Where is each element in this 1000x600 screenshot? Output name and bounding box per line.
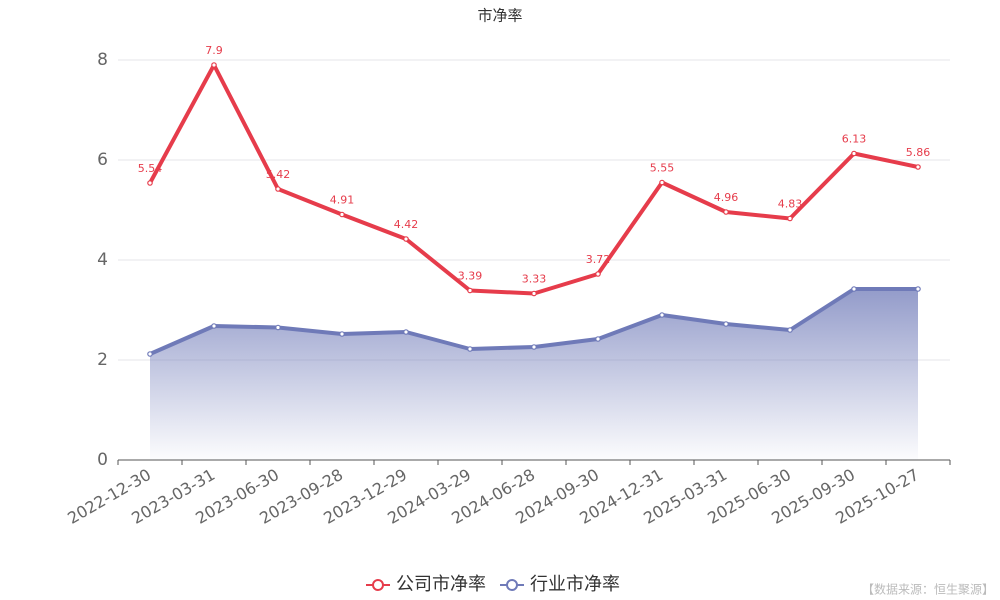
data-label: 4.96 [714,191,739,204]
data-point [851,286,857,292]
data-point [787,215,793,222]
data-label: 7.9 [205,44,223,57]
data-point [467,287,473,294]
data-point [275,186,281,192]
data-label: 4.42 [394,218,419,231]
data-point [595,336,601,342]
data-point [659,179,665,186]
y-tick-label: 8 [97,50,108,70]
data-label: 6.13 [842,133,867,146]
data-point [211,323,217,329]
legend-marker [506,579,518,591]
y-tick-label: 2 [97,350,108,370]
data-label: 3.33 [522,273,547,286]
data-point [211,62,217,68]
data-point [531,344,537,350]
data-point [595,271,601,277]
source-note: 【数据来源：恒生聚源】 [862,582,994,597]
data-point [275,324,281,331]
data-label: 4.91 [330,194,355,207]
data-point [659,312,665,318]
data-point [851,150,857,157]
data-point [787,327,793,333]
data-point [339,211,345,218]
data-point [531,290,537,297]
data-point [723,209,729,215]
data-point [915,164,921,170]
data-point [915,286,921,292]
data-label: 5.42 [266,168,291,181]
data-point [467,346,473,352]
data-label: 5.54 [138,162,163,175]
data-point [723,321,729,327]
legend-label[interactable]: 行业市净率 [530,574,620,595]
data-point [147,180,153,186]
area [150,289,918,460]
chart-title: 市净率 [477,7,522,25]
data-point [403,236,409,242]
y-tick-label: 0 [97,450,108,470]
data-label: 3.72 [586,253,611,266]
legend-marker [372,579,384,591]
y-tick-label: 4 [97,250,108,270]
data-label: 3.39 [458,270,483,283]
data-label: 5.86 [906,146,931,159]
legend-label[interactable]: 公司市净率 [396,574,486,595]
data-label: 4.83 [778,198,803,211]
data-label: 5.55 [650,162,675,175]
data-point [403,329,409,335]
data-point [339,331,345,337]
y-tick-label: 6 [97,150,108,170]
data-point [147,351,153,357]
